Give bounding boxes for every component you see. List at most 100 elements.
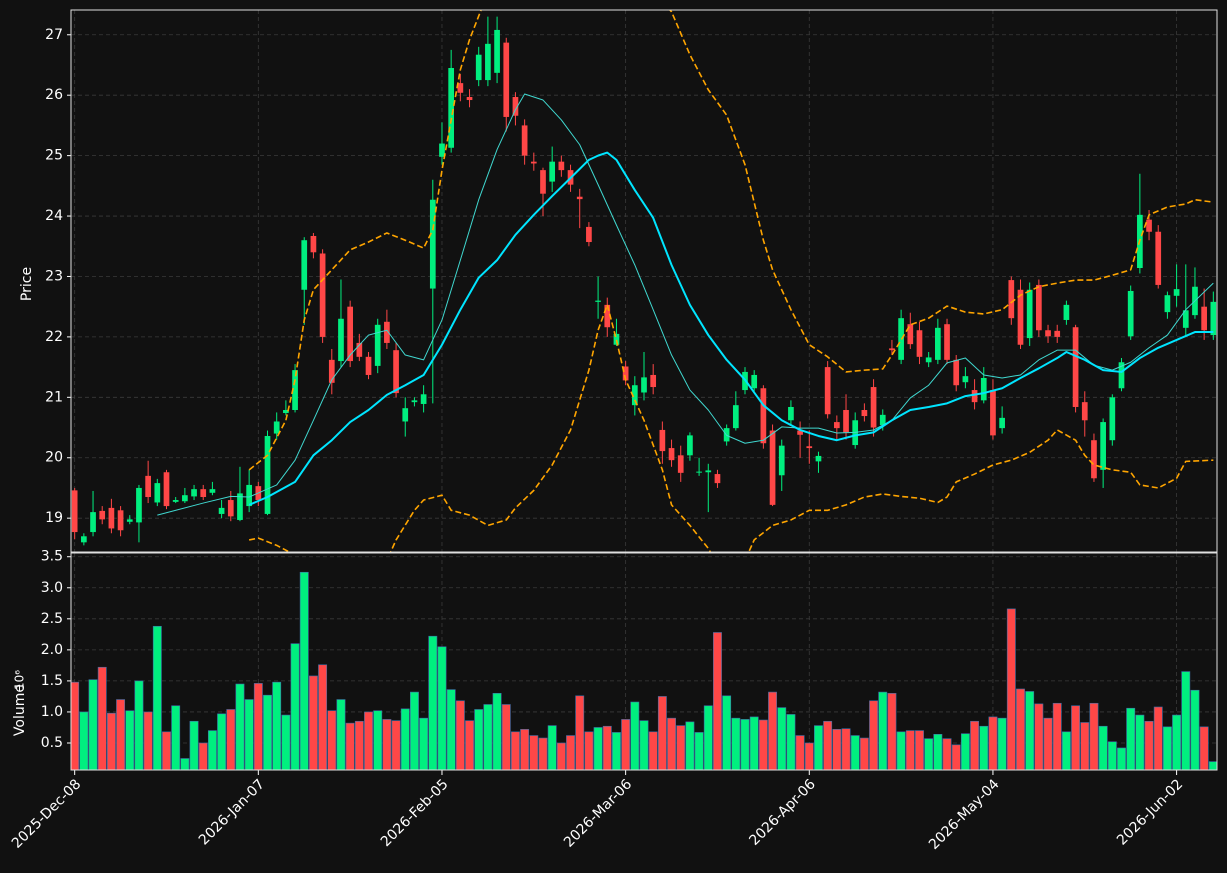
candle-body bbox=[172, 500, 179, 502]
candle-body bbox=[604, 304, 611, 328]
candle-body bbox=[815, 455, 822, 462]
volume-bar bbox=[217, 713, 227, 770]
price-panel bbox=[71, 10, 1217, 552]
overlay-line bbox=[248, 304, 1214, 552]
volume-bar bbox=[382, 719, 392, 770]
volume-bar bbox=[281, 714, 291, 770]
candle-body bbox=[1091, 440, 1097, 479]
volume-bar bbox=[1006, 608, 1016, 770]
volume-bar bbox=[207, 730, 217, 770]
volume-bar bbox=[1208, 761, 1217, 770]
candle-body bbox=[292, 370, 298, 411]
candle-body bbox=[145, 475, 151, 498]
price-tick-label: 24 bbox=[45, 208, 63, 224]
candle-body bbox=[1045, 330, 1051, 337]
candle-body bbox=[439, 143, 445, 157]
candle-body bbox=[365, 356, 372, 375]
volume-bar bbox=[676, 725, 686, 770]
candle-body bbox=[420, 394, 427, 404]
volume-bar bbox=[336, 699, 346, 770]
volume-bar bbox=[547, 725, 557, 770]
volume-tick-label: 3.0 bbox=[41, 580, 63, 596]
volume-bar bbox=[841, 728, 851, 770]
volume-bar bbox=[575, 695, 585, 770]
volume-bar bbox=[1043, 717, 1053, 770]
candle-body bbox=[182, 495, 188, 502]
volume-bar bbox=[511, 731, 520, 770]
volume-bar bbox=[795, 735, 805, 770]
candle-body bbox=[99, 510, 106, 520]
candle-body bbox=[457, 83, 464, 93]
candle-body bbox=[485, 43, 491, 81]
volume-bar bbox=[942, 738, 952, 770]
candle-body bbox=[1201, 306, 1207, 331]
volume-bar bbox=[299, 571, 309, 770]
candle-body bbox=[613, 333, 620, 345]
candle-body bbox=[732, 405, 739, 429]
volume-bar bbox=[1034, 703, 1044, 770]
volume-bar bbox=[253, 683, 263, 770]
candle-body bbox=[402, 408, 409, 422]
candle-body bbox=[530, 161, 537, 164]
candle-body bbox=[540, 170, 546, 194]
volume-bar bbox=[400, 708, 410, 770]
candle-body bbox=[631, 385, 638, 406]
volume-bar bbox=[630, 701, 640, 770]
volume-bar bbox=[474, 709, 484, 770]
candle-body bbox=[751, 374, 758, 389]
volume-bar bbox=[116, 699, 126, 770]
candle-body bbox=[1100, 422, 1106, 470]
candle-body bbox=[760, 388, 767, 444]
overlay-line bbox=[157, 93, 1214, 516]
volume-bar bbox=[152, 625, 162, 770]
candle-body bbox=[1036, 284, 1042, 331]
candle-body bbox=[347, 306, 354, 362]
volume-axis-label: Volume bbox=[12, 684, 28, 736]
volume-bar bbox=[713, 632, 722, 770]
volume-bar bbox=[492, 693, 502, 770]
volume-bar bbox=[446, 689, 456, 770]
price-tick-label: 26 bbox=[45, 87, 63, 103]
candle-body bbox=[191, 489, 197, 497]
volume-bar bbox=[878, 691, 888, 770]
candle-body bbox=[246, 484, 252, 507]
volume-bar bbox=[758, 719, 768, 770]
candle-body bbox=[310, 235, 317, 253]
candle-body bbox=[889, 348, 895, 351]
candle-body bbox=[778, 445, 785, 476]
volume-bar bbox=[814, 725, 823, 770]
candle-body bbox=[1054, 330, 1061, 337]
candle-body bbox=[843, 410, 849, 433]
volume-bar bbox=[804, 742, 814, 770]
volume-bar bbox=[308, 675, 318, 770]
candle-body bbox=[1017, 289, 1024, 345]
candle-body bbox=[1109, 397, 1116, 441]
price-tick-label: 21 bbox=[45, 389, 63, 405]
volume-tick-label: 2.0 bbox=[41, 642, 63, 658]
candle-body bbox=[953, 359, 960, 386]
candle-body bbox=[806, 446, 813, 449]
volume-tick-label: 3.5 bbox=[41, 549, 63, 565]
candle-body bbox=[934, 327, 941, 360]
candle-body bbox=[1072, 327, 1079, 407]
candle-body bbox=[338, 318, 344, 362]
volume-bar bbox=[612, 732, 621, 770]
candle-body bbox=[494, 29, 500, 73]
candle-body bbox=[907, 324, 914, 345]
candle-body bbox=[576, 196, 583, 200]
volume-bar bbox=[1107, 741, 1117, 770]
volume-tick-label: 1.5 bbox=[41, 673, 63, 689]
price-tick-label: 27 bbox=[45, 27, 63, 43]
candle-body bbox=[677, 455, 684, 473]
volume-bar bbox=[97, 666, 107, 770]
volume-bar bbox=[244, 699, 254, 770]
candle-body bbox=[356, 342, 363, 357]
candle-body bbox=[1146, 219, 1152, 232]
volume-bar bbox=[1071, 705, 1081, 770]
volume-bar bbox=[1199, 726, 1209, 770]
price-tick-label: 19 bbox=[45, 510, 63, 526]
candle-body bbox=[154, 483, 161, 503]
candle-body bbox=[429, 199, 436, 289]
volume-bar bbox=[410, 691, 419, 770]
